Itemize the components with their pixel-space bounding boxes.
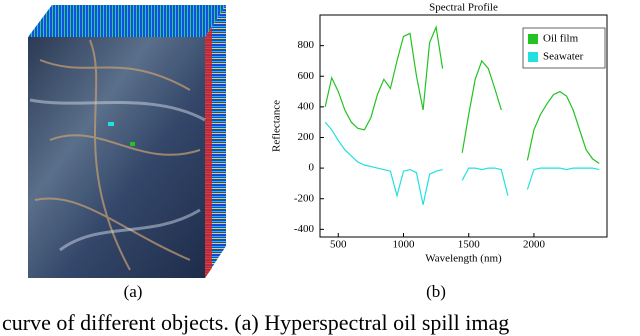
y-tick-label: -200: [294, 192, 315, 204]
y-tick-label: 400: [298, 100, 315, 112]
y-tick-label: 200: [298, 131, 315, 143]
panel-label: (a): [124, 282, 143, 301]
caption: curve of different objects. (a) Hyperspe…: [2, 310, 509, 335]
x-tick-label: 1000: [392, 239, 415, 251]
legend-swatch: [528, 34, 538, 44]
series-line: [324, 25, 600, 164]
y-tick-label: 600: [298, 70, 315, 82]
series-line: [324, 121, 600, 205]
legend-label: Oil film: [543, 33, 579, 45]
hyperspectral-cube: [28, 5, 226, 278]
plot-frame: [319, 14, 608, 238]
x-axis-label: Wavelength (nm): [425, 253, 502, 265]
x-tick-label: 500: [330, 239, 347, 251]
y-tick-label: -400: [294, 223, 315, 235]
legend-swatch: [528, 52, 538, 62]
x-tick-label: 2000: [523, 239, 546, 251]
y-tick-label: 0: [309, 162, 315, 174]
chart-title: Spectral Profile: [429, 2, 498, 14]
y-axis-label: Reflectance: [271, 100, 283, 152]
panel-label: (b): [426, 282, 446, 301]
x-tick-label: 1500: [458, 239, 481, 251]
legend-label: Seawater: [543, 51, 584, 63]
y-tick-label: 800: [298, 39, 315, 51]
